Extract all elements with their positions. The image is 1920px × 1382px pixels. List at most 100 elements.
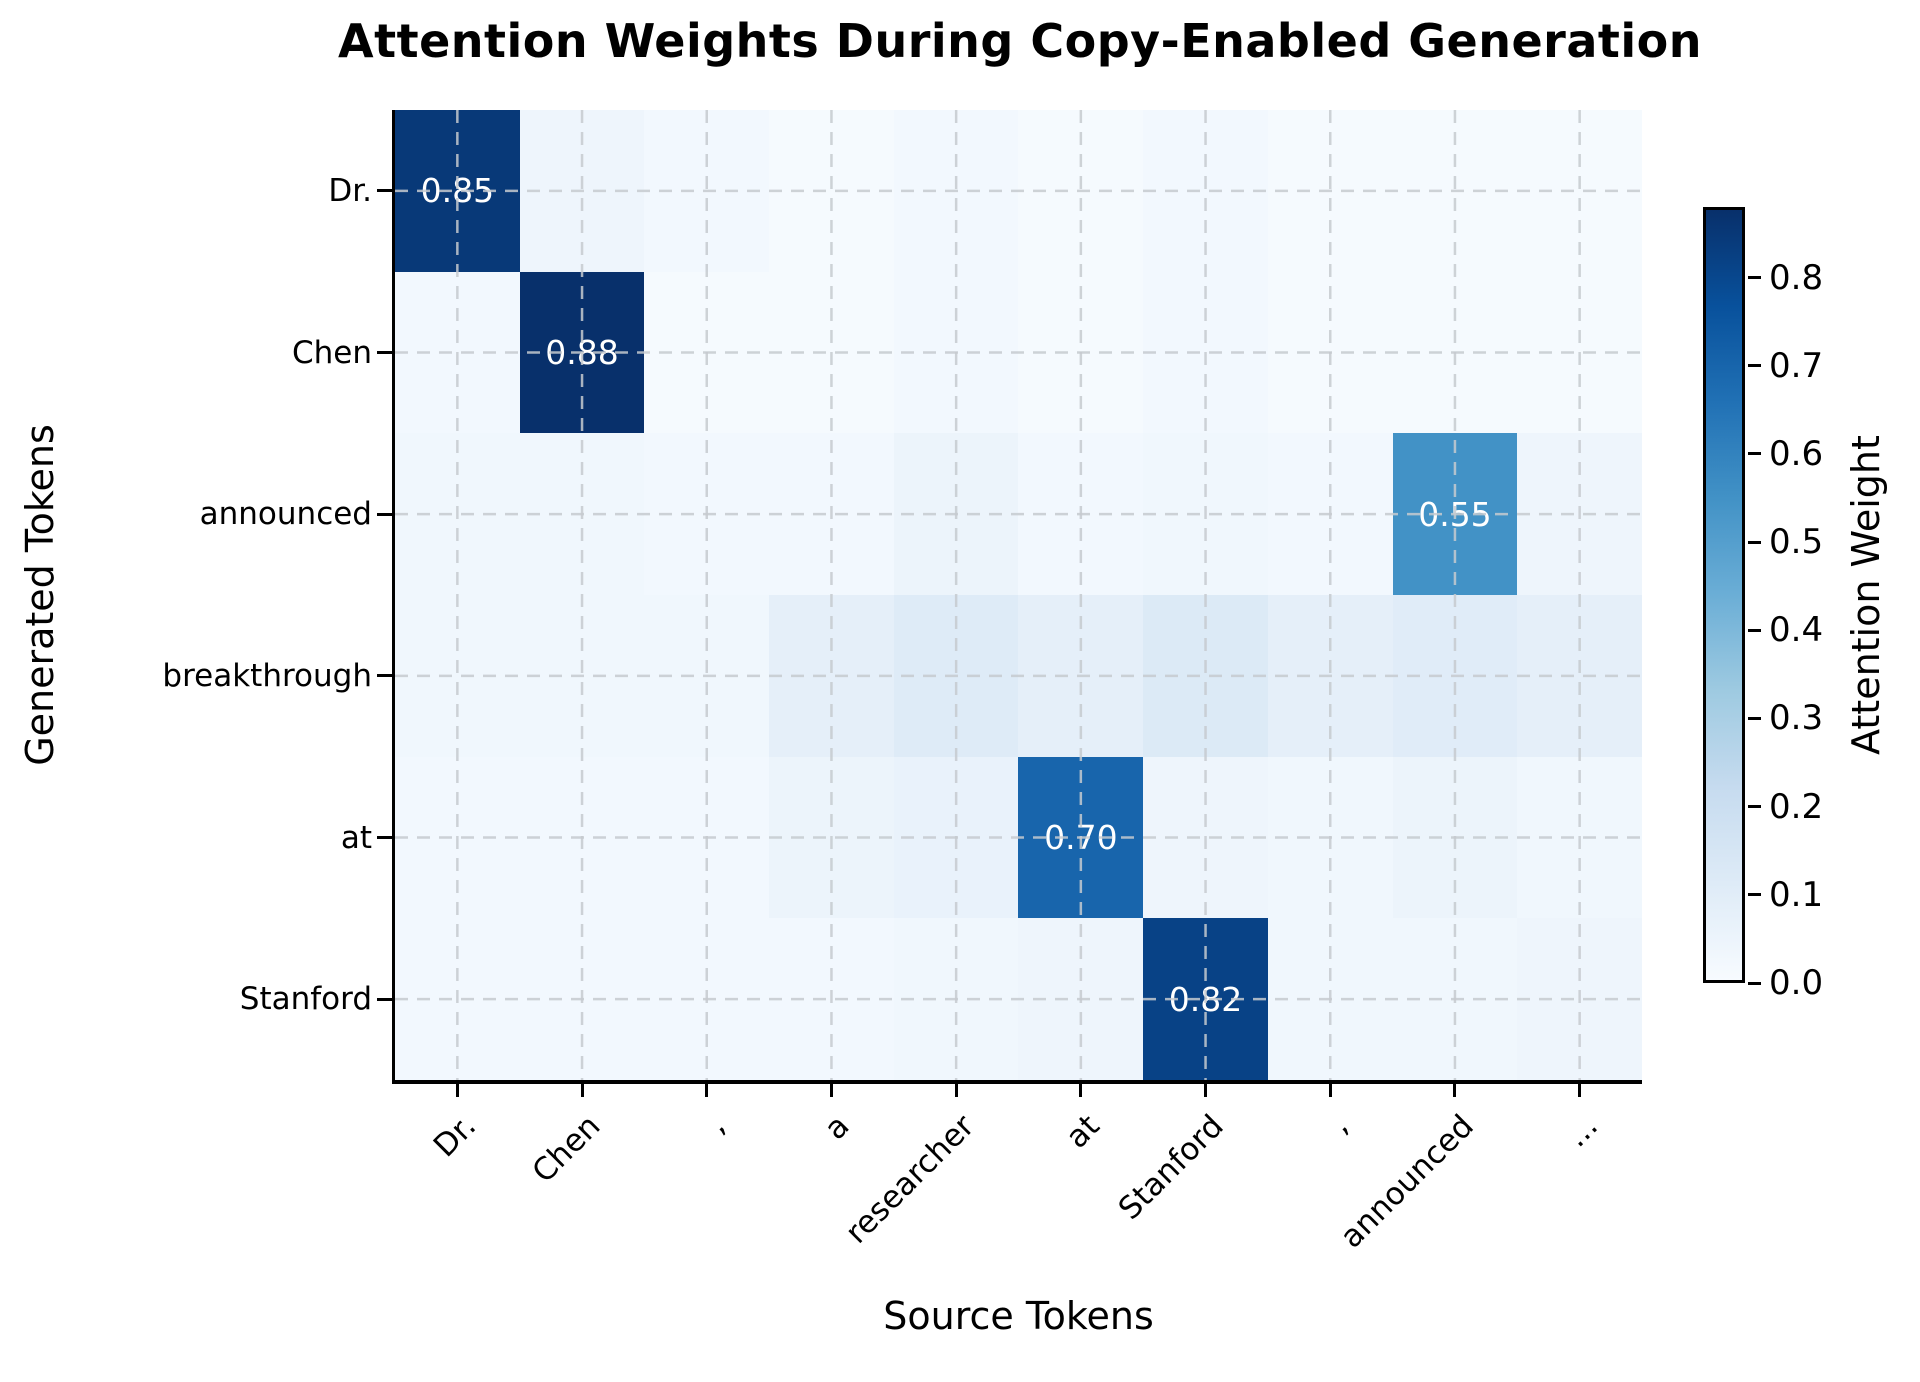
heatmap-cell bbox=[893, 595, 1019, 757]
heatmap-cell bbox=[519, 756, 645, 919]
heatmap-cell bbox=[1267, 271, 1393, 434]
y-tick-mark bbox=[377, 189, 392, 193]
heatmap-cell bbox=[1392, 756, 1518, 919]
heatmap-cell bbox=[893, 756, 1019, 919]
x-tick-mark bbox=[1453, 1084, 1457, 1097]
x-tick-mark bbox=[580, 1084, 584, 1097]
x-tick-label: , bbox=[699, 1108, 733, 1141]
colorbar-tick-mark bbox=[1748, 805, 1761, 808]
heatmap-cell: 0.70 bbox=[1018, 756, 1144, 919]
heatmap-cell bbox=[644, 918, 770, 1080]
cell-value: 0.85 bbox=[420, 171, 495, 211]
heatmap-cell bbox=[893, 918, 1019, 1080]
x-tick-label: ... bbox=[1558, 1108, 1606, 1155]
axis-spine-left bbox=[392, 110, 395, 1084]
heatmap-cell bbox=[1267, 433, 1393, 595]
x-tick-mark bbox=[1578, 1084, 1582, 1097]
heatmap-cell bbox=[1392, 271, 1518, 434]
x-axis-label: Source Tokens bbox=[883, 1294, 1154, 1338]
colorbar-tick-mark bbox=[1748, 982, 1761, 985]
heatmap-cell bbox=[769, 110, 894, 272]
heatmap-cell bbox=[644, 595, 770, 757]
colorbar-tick-mark bbox=[1748, 541, 1761, 544]
y-tick-label: breakthrough bbox=[162, 658, 372, 694]
y-tick-label: Dr. bbox=[328, 173, 372, 209]
heatmap-cell bbox=[1143, 756, 1268, 919]
colorbar-tick-label: 0.6 bbox=[1769, 434, 1824, 474]
cell-value: 0.70 bbox=[1044, 817, 1118, 857]
heatmap-cell bbox=[1517, 110, 1642, 272]
x-tick-label: Stanford bbox=[1112, 1108, 1232, 1227]
x-tick-mark bbox=[705, 1084, 709, 1097]
heatmap-cell: 0.55 bbox=[1392, 433, 1518, 595]
colorbar-tick-mark bbox=[1748, 717, 1761, 720]
x-tick-label: Dr. bbox=[426, 1108, 483, 1165]
colorbar-gradient bbox=[1706, 210, 1742, 980]
heatmap-plot: 0.85 0.88 0.55 0.70 0.82 bbox=[377, 110, 1642, 1097]
heatmap-cell bbox=[644, 756, 770, 919]
heatmap-cell bbox=[1018, 433, 1144, 595]
heatmap-cell bbox=[1018, 110, 1144, 272]
heatmap-cell bbox=[395, 433, 520, 595]
heatmap-cells: 0.85 0.88 0.55 0.70 0.82 bbox=[395, 110, 1642, 1080]
heatmap-cell bbox=[395, 918, 520, 1080]
heatmap-cell bbox=[1517, 271, 1642, 434]
chart-title: Attention Weights During Copy-Enabled Ge… bbox=[338, 14, 1702, 68]
x-tick-label: at bbox=[1058, 1108, 1107, 1156]
x-tick-label: , bbox=[1323, 1108, 1356, 1141]
heatmap-cell bbox=[893, 110, 1019, 272]
heatmap-cell bbox=[1018, 918, 1144, 1080]
x-tick-mark bbox=[455, 1084, 459, 1097]
heatmap-cell bbox=[1392, 110, 1518, 272]
colorbar-tick-mark bbox=[1748, 276, 1761, 279]
heatmap-cell bbox=[1018, 595, 1144, 757]
heatmap-cell bbox=[1517, 918, 1642, 1080]
colorbar-tick-label: 0.5 bbox=[1769, 522, 1824, 562]
heatmap-cell bbox=[519, 433, 645, 595]
heatmap-cell bbox=[893, 433, 1019, 595]
heatmap-cell bbox=[769, 595, 894, 757]
heatmap-cell: 0.82 bbox=[1143, 918, 1268, 1080]
heatmap-cell bbox=[1267, 756, 1393, 919]
colorbar-tick-mark bbox=[1748, 629, 1761, 632]
heatmap-cell bbox=[644, 110, 770, 272]
heatmap-cell bbox=[644, 433, 770, 595]
axis-spine-bottom bbox=[392, 1080, 1642, 1084]
heatmap-cell bbox=[1018, 271, 1144, 434]
heatmap-cell bbox=[1267, 918, 1393, 1080]
y-tick-mark bbox=[377, 351, 392, 354]
colorbar-tick-mark bbox=[1748, 452, 1761, 455]
heatmap-cell bbox=[1143, 110, 1268, 272]
heatmap-cell bbox=[769, 756, 894, 919]
x-tick-mark bbox=[1328, 1084, 1332, 1097]
x-tick-label: announced bbox=[1333, 1108, 1481, 1256]
y-tick-labels: Dr. Chen announced breakthrough at Stanford bbox=[0, 110, 372, 1080]
colorbar-tick-label: 0.4 bbox=[1769, 610, 1824, 650]
x-tick-mark bbox=[1079, 1084, 1083, 1097]
heatmap-cell bbox=[1392, 595, 1518, 757]
heatmap-cell bbox=[769, 433, 894, 595]
heatmap-cell bbox=[1517, 595, 1642, 757]
heatmap-cell bbox=[395, 595, 520, 757]
heatmap-cell bbox=[519, 110, 645, 272]
colorbar-tick-label: 0.8 bbox=[1769, 258, 1824, 298]
colorbar-label: Attention Weight bbox=[1844, 435, 1888, 755]
heatmap-cell bbox=[644, 271, 770, 434]
colorbar bbox=[1703, 207, 1745, 983]
colorbar-tick-label: 0.1 bbox=[1769, 875, 1824, 915]
x-tick-mark bbox=[954, 1084, 958, 1097]
cell-value: 0.55 bbox=[1418, 494, 1492, 534]
heatmap-cell bbox=[1392, 918, 1518, 1080]
y-tick-mark bbox=[377, 836, 392, 839]
heatmap-cell bbox=[893, 271, 1019, 434]
heatmap-cell bbox=[769, 271, 894, 434]
colorbar-tick-label: 0.0 bbox=[1769, 963, 1824, 1003]
heatmap-cell bbox=[1267, 110, 1393, 272]
heatmap-cell bbox=[395, 271, 520, 434]
heatmap-cell bbox=[519, 595, 645, 757]
heatmap-cell bbox=[1143, 271, 1268, 434]
y-tick-label: Chen bbox=[291, 335, 372, 371]
colorbar-tick-mark bbox=[1748, 893, 1761, 896]
cell-value: 0.82 bbox=[1168, 979, 1243, 1019]
